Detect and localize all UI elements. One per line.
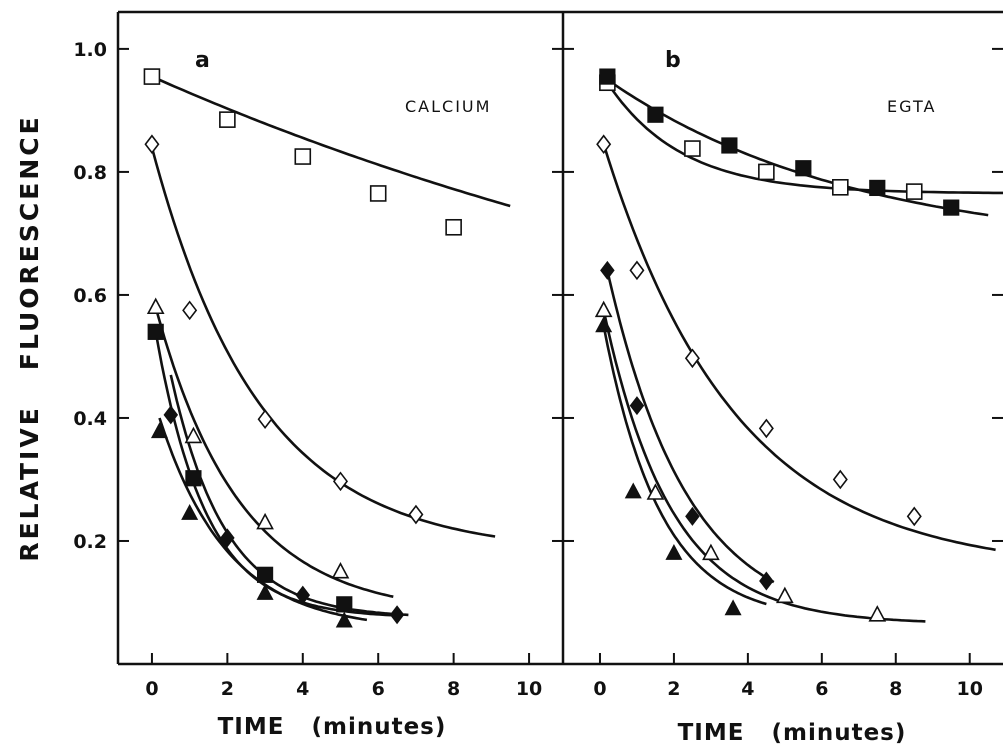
point-b-open-diamond-5 (906, 506, 922, 527)
y-tick-label-2: 0.6 (73, 285, 107, 307)
point-a-open-triangle-3 (331, 562, 350, 579)
fit-curve-a-filled-triangle (158, 417, 368, 622)
point-a-open-square-0 (143, 68, 161, 85)
point-a-filled-diamond-0 (163, 405, 179, 425)
x-tick-label-b-3: 6 (815, 678, 828, 700)
fitted-curves (150, 75, 1003, 623)
point-b-filled-square-5 (943, 199, 960, 216)
x-tick-label-b-5: 10 (956, 678, 982, 700)
fit-curve-a-filled-diamond (169, 374, 409, 617)
point-b-open-diamond-1 (629, 260, 645, 281)
point-b-filled-square-4 (869, 179, 886, 197)
point-a-open-diamond-4 (408, 504, 424, 525)
point-b-filled-square-2 (721, 137, 738, 154)
fit-curve-a-open-square (151, 75, 511, 208)
point-b-filled-triangle-3 (724, 599, 742, 616)
y-tick-label-1: 0.4 (73, 408, 107, 430)
point-b-filled-diamond-3 (759, 571, 774, 591)
point-b-open-triangle-3 (776, 586, 794, 604)
point-a-filled-triangle-3 (335, 611, 353, 628)
y-axis-label: RELATIVE FLUORESCENCE (15, 114, 44, 561)
panel-a-frame (116, 10, 563, 666)
x-tick-label-b-2: 4 (741, 678, 754, 700)
point-a-open-square-1 (219, 111, 236, 128)
point-a-filled-square-3 (336, 596, 353, 613)
point-a-filled-triangle-2 (256, 583, 274, 600)
data-markers (143, 68, 960, 628)
x-tick-label-b-1: 2 (667, 678, 680, 700)
panel-a-condition: CALCIUM (405, 97, 491, 116)
x-tick-label-a-4: 8 (447, 678, 460, 700)
y-tick-label-0: 0.2 (73, 531, 107, 553)
fit-curve-b-open-square (606, 81, 1003, 195)
y-tick-label-3: 0.8 (73, 162, 107, 184)
point-a-open-square-3 (369, 185, 387, 202)
point-a-open-diamond-0 (144, 134, 160, 155)
point-b-open-square-4 (905, 183, 923, 200)
point-b-open-triangle-4 (868, 605, 887, 622)
point-a-filled-diamond-2 (295, 585, 311, 605)
fit-curve-a-open-triangle (154, 306, 394, 598)
point-b-filled-square-0 (599, 68, 616, 85)
point-b-filled-diamond-0 (600, 260, 615, 280)
point-a-filled-square-1 (185, 470, 202, 487)
panel-b-condition: EGTA (887, 97, 936, 116)
tick-marks (118, 47, 1003, 664)
point-a-filled-triangle-0 (150, 422, 168, 439)
panel-b-letter: b (665, 48, 681, 73)
point-b-open-diamond-2 (684, 348, 700, 369)
x-tick-label-a-0: 0 (145, 678, 158, 700)
fit-curve-b-filled-triangle (602, 325, 767, 606)
point-b-open-diamond-3 (758, 418, 774, 439)
point-a-open-triangle-1 (184, 426, 203, 444)
point-b-filled-triangle-1 (624, 482, 642, 499)
point-b-filled-square-3 (795, 160, 812, 177)
x-tick-label-a-2: 4 (296, 678, 309, 700)
point-a-filled-square-0 (147, 323, 164, 340)
point-b-open-triangle-2 (702, 543, 720, 561)
point-b-filled-diamond-1 (629, 396, 645, 416)
x-tick-label-b-4: 8 (889, 678, 902, 700)
panel-b-frame (563, 10, 1003, 666)
point-a-open-triangle-0 (146, 297, 165, 315)
x-axis-label-b: TIME (minutes) (678, 720, 907, 746)
fit-curve-b-filled-diamond (606, 270, 775, 584)
point-a-filled-square-2 (256, 566, 274, 583)
point-a-open-square-2 (294, 148, 312, 165)
point-a-open-square-4 (445, 218, 462, 236)
point-b-filled-square-1 (647, 106, 664, 123)
x-tick-label-a-3: 6 (372, 678, 385, 700)
point-b-open-square-3 (832, 179, 849, 196)
point-b-open-square-1 (684, 140, 701, 157)
point-b-open-triangle-0 (594, 300, 613, 318)
point-b-open-square-2 (758, 163, 775, 181)
point-b-filled-triangle-0 (595, 316, 613, 333)
point-a-open-diamond-1 (182, 300, 198, 321)
point-b-filled-diamond-2 (685, 506, 700, 526)
fit-curve-a-open-diamond (150, 146, 496, 538)
x-axis-label-a: TIME (minutes) (218, 714, 447, 740)
x-tick-label-b-0: 0 (593, 678, 606, 700)
point-a-filled-diamond-1 (220, 528, 235, 548)
point-a-open-diamond-2 (257, 409, 273, 430)
point-b-open-triangle-1 (646, 483, 665, 500)
x-tick-label-a-1: 2 (221, 678, 234, 700)
point-a-filled-diamond-3 (389, 605, 405, 625)
y-tick-label-4: 1.0 (73, 39, 107, 61)
point-a-open-diamond-3 (332, 471, 349, 492)
point-b-open-diamond-0 (596, 134, 612, 155)
tick-labels: 0 2 4 6 8 10 0.2 0.4 0.6 0.8 1.0 0 2 4 6 8 10 (73, 39, 983, 700)
fit-curve-b-open-diamond (602, 143, 996, 552)
point-b-open-diamond-4 (832, 469, 848, 490)
point-a-open-triangle-2 (256, 512, 274, 530)
panel-a-letter: a (195, 48, 210, 73)
point-b-filled-triangle-2 (665, 544, 683, 560)
point-a-filled-triangle-1 (181, 504, 199, 520)
x-tick-label-a-5: 10 (516, 678, 542, 700)
